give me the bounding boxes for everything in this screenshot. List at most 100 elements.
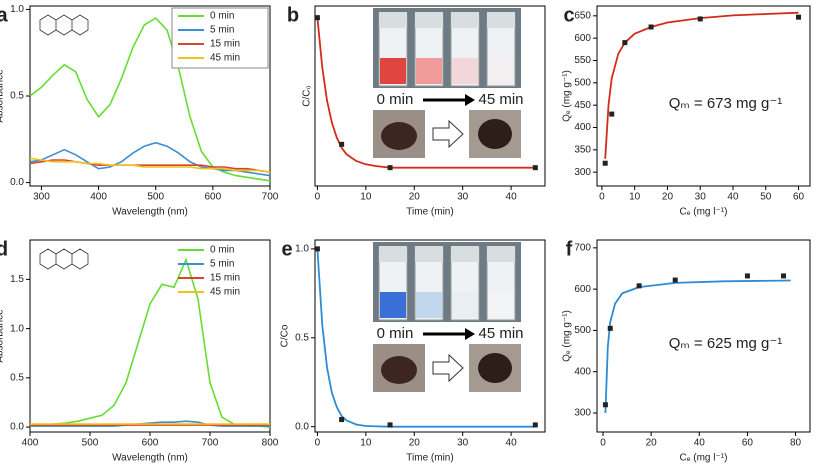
y-tick-label: 700 <box>574 242 591 253</box>
panel: d 400 500 600 700 800 0.0 0.5 1.0 1.5 Wavelength (… <box>0 238 279 463</box>
legend-label: 15 min <box>210 39 240 50</box>
x-tick-label: 40 <box>506 192 518 203</box>
data-point <box>781 273 787 279</box>
plot-frame <box>596 5 811 187</box>
x-tick-label: 400 <box>90 192 107 203</box>
y-tick-label: 300 <box>574 167 591 178</box>
data-point <box>609 111 615 117</box>
spectrum-line <box>29 141 271 177</box>
x-tick-label: 60 <box>793 192 805 203</box>
data-point <box>796 14 802 20</box>
powder <box>381 356 417 384</box>
vial-cap <box>415 246 443 262</box>
data-point <box>387 422 393 428</box>
y-tick-label: 0.0 <box>10 177 24 188</box>
spectrum-line <box>29 17 271 182</box>
data-point <box>672 277 678 283</box>
y-tick-label: 600 <box>574 284 591 295</box>
x-tick-label: 700 <box>262 192 279 203</box>
y-tick-label: 350 <box>574 144 591 155</box>
y-axis-label: C/Co <box>280 324 291 347</box>
legend-label: 15 min <box>210 273 240 284</box>
plot-frame <box>314 5 546 187</box>
x-tick-label: 20 <box>409 438 421 449</box>
vial-liquid <box>452 292 478 318</box>
x-tick-label: 40 <box>506 438 518 449</box>
spectrum-line <box>30 257 271 428</box>
vial-liquid <box>488 292 514 318</box>
vial-cap <box>451 12 479 28</box>
x-tick-label: 50 <box>760 192 772 203</box>
open-arrow <box>432 353 464 383</box>
vial-liquid <box>380 292 406 318</box>
data-point <box>532 422 538 428</box>
x-tick-label: 10 <box>629 192 641 203</box>
vial-cap <box>415 12 443 28</box>
data-point <box>622 40 628 46</box>
y-axis-label: C/C₀ <box>302 85 313 106</box>
arrow-head <box>465 94 475 106</box>
y-tick-label: 650 <box>574 10 591 21</box>
open-arrow <box>432 119 464 149</box>
x-tick-label: 10 <box>360 438 372 449</box>
x-axis-label: Wavelength (nm) <box>112 453 188 464</box>
plot-frame <box>314 239 546 433</box>
vial-cap <box>451 246 479 262</box>
legend-label: 0 min <box>210 11 234 22</box>
data-point <box>648 24 654 30</box>
data-point <box>697 16 703 22</box>
x-tick-label: 300 <box>33 192 50 203</box>
vial-liquid <box>416 58 442 84</box>
y-tick-label: 0.5 <box>10 91 24 102</box>
x-tick-label: 700 <box>202 438 219 449</box>
vial-liquid <box>488 58 514 84</box>
x-tick-label: 0 <box>600 438 606 449</box>
fit-curve <box>316 17 536 169</box>
vial-cap <box>487 246 515 262</box>
x-tick-label: 10 <box>360 192 372 203</box>
x-axis-label: Time (min) <box>406 453 453 464</box>
spectrum-line <box>29 157 271 173</box>
powder <box>478 119 512 149</box>
vial-cap <box>487 12 515 28</box>
data-point <box>339 417 345 423</box>
data-point <box>602 160 608 166</box>
y-tick-label: 500 <box>574 77 591 88</box>
panel: a 300 400 500 600 700 0.0 0.5 1.0 Wavelength (nm)… <box>0 4 279 218</box>
legend-label: 45 min <box>210 53 240 64</box>
panel: e 0 10 20 30 40 0.0 0.5 1.0 Time (min) C/Co 0 min 45… <box>280 238 546 464</box>
panel-label: d <box>0 238 8 260</box>
legend-label: 45 min <box>210 287 240 298</box>
x-tick-label: 20 <box>662 192 674 203</box>
data-point <box>636 283 642 289</box>
y-tick-label: 0.5 <box>295 332 309 343</box>
annotation: Qₘ = 625 mg g⁻¹ <box>669 335 783 352</box>
x-axis-label: Time (min) <box>406 207 453 218</box>
spectrum-line <box>30 420 270 427</box>
vial-liquid <box>380 58 406 84</box>
annotation: 45 min <box>478 325 523 342</box>
vial-liquid <box>452 58 478 84</box>
x-tick-label: 40 <box>727 192 739 203</box>
data-point <box>314 246 320 252</box>
x-tick-label: 600 <box>205 192 222 203</box>
vial-liquid <box>416 292 442 318</box>
y-tick-label: 1.5 <box>10 274 24 285</box>
x-tick-label: 0 <box>315 192 321 203</box>
x-tick-label: 20 <box>646 438 658 449</box>
y-tick-label: 1.0 <box>10 4 24 15</box>
x-tick-label: 0 <box>315 438 321 449</box>
panel: c 0 10 20 30 40 50 60 300 350 400 450 500 550 600 650 Cₑ… <box>562 4 811 218</box>
y-axis-label: Qₑ (mg g⁻¹) <box>562 310 573 362</box>
panel-label: e <box>281 238 292 260</box>
panel-label: c <box>563 4 574 26</box>
panel: f 0 20 40 60 80 300 400 500 600 700 Cₑ (mg l⁻¹) Qₑ (… <box>562 238 811 464</box>
fit-curve <box>604 11 799 159</box>
y-tick-label: 0.0 <box>10 422 24 433</box>
x-tick-label: 500 <box>82 438 99 449</box>
legend-label: 5 min <box>210 259 234 270</box>
y-tick-label: 1.0 <box>295 244 309 255</box>
x-tick-label: 30 <box>457 192 469 203</box>
annotation: 0 min <box>377 91 414 108</box>
